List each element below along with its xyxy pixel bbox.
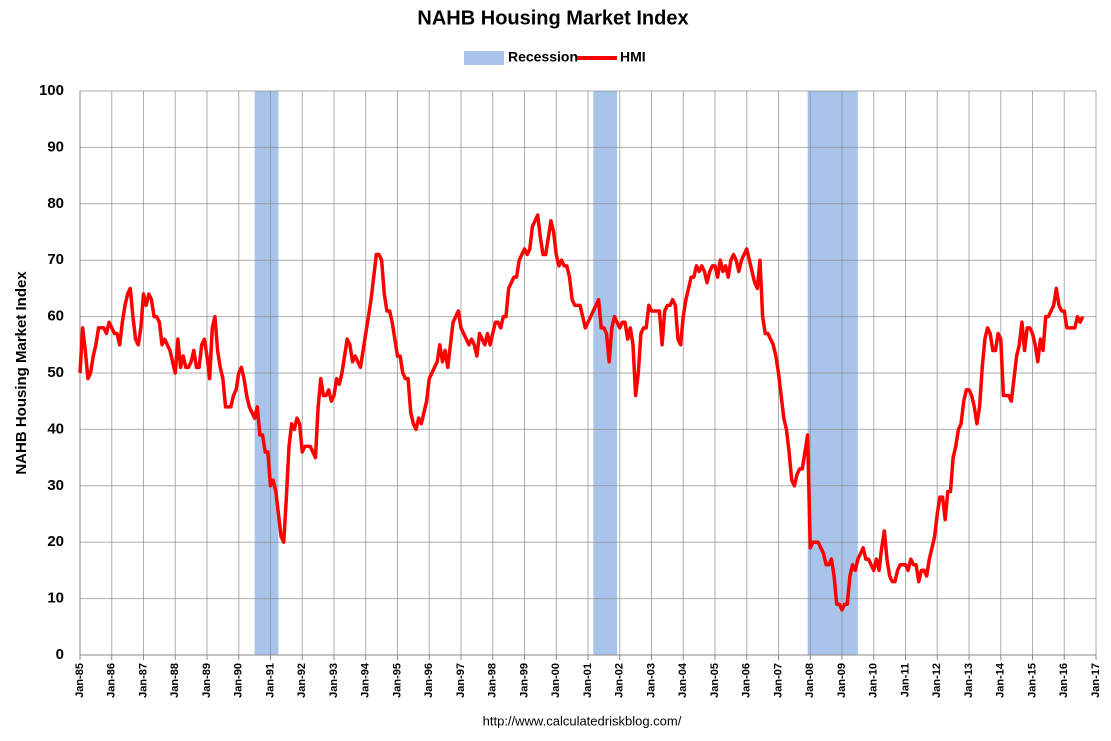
x-tick-label: Jan-96	[423, 663, 435, 698]
x-tick-label: Jan-92	[296, 663, 308, 698]
x-tick-label: Jan-08	[804, 663, 816, 698]
x-tick-label: Jan-05	[709, 663, 721, 698]
y-tick-label: 40	[47, 420, 64, 437]
y-tick-label: 30	[47, 477, 64, 494]
y-tick-label: 80	[47, 195, 64, 212]
y-axis-label: NAHB Housing Market Index	[13, 271, 30, 475]
chart-title: NAHB Housing Market Index	[417, 7, 688, 29]
x-tick-label: Jan-95	[391, 663, 403, 698]
x-tick-label: Jan-85	[74, 663, 86, 698]
x-tick-label: Jan-93	[328, 663, 340, 698]
x-tick-label: Jan-04	[677, 662, 689, 698]
x-tick-label: Jan-11	[899, 663, 911, 697]
x-tick-label: Jan-86	[106, 663, 118, 698]
legend-swatch-recession	[464, 51, 504, 65]
x-tick-label: Jan-00	[550, 663, 562, 698]
x-tick-label: Jan-09	[836, 663, 848, 698]
y-tick-label: 100	[39, 82, 64, 99]
x-tick-label: Jan-17	[1090, 663, 1102, 698]
x-tick-label: Jan-02	[614, 663, 626, 698]
x-tick-label: Jan-87	[137, 663, 149, 698]
x-tick-label: Jan-03	[645, 663, 657, 698]
legend-label: HMI	[620, 49, 646, 65]
hmi-line	[78, 213, 1085, 612]
x-tick-label: Jan-12	[931, 663, 943, 698]
x-tick-label: Jan-15	[1026, 663, 1038, 698]
x-tick-label: Jan-98	[487, 663, 499, 698]
legend-label: Recession	[508, 49, 578, 65]
x-tick-label: Jan-94	[360, 662, 372, 698]
y-tick-label: 60	[47, 308, 64, 325]
x-tick-label: Jan-90	[233, 663, 245, 698]
y-tick-label: 90	[47, 138, 64, 155]
x-tick-label: Jan-10	[868, 663, 880, 698]
x-tick-label: Jan-07	[772, 663, 784, 698]
y-tick-label: 10	[47, 590, 64, 607]
x-tick-label: Jan-14	[995, 662, 1007, 698]
x-tick-label: Jan-99	[518, 663, 530, 698]
x-tick-label: Jan-13	[963, 663, 975, 698]
y-tick-label: 20	[47, 533, 64, 550]
x-tick-label: Jan-88	[169, 663, 181, 698]
x-tick-label: Jan-16	[1058, 663, 1070, 698]
x-tick-label: Jan-01	[582, 663, 594, 698]
y-tick-label: 70	[47, 251, 64, 268]
y-tick-label: 0	[56, 646, 64, 663]
x-tick-label: Jan-06	[741, 663, 753, 698]
source: http://www.calculatedriskblog.com/	[483, 713, 682, 728]
x-tick-label: Jan-91	[264, 663, 276, 698]
y-tick-label: 50	[47, 364, 64, 381]
x-tick-label: Jan-89	[201, 663, 213, 698]
x-tick-label: Jan-97	[455, 663, 467, 698]
